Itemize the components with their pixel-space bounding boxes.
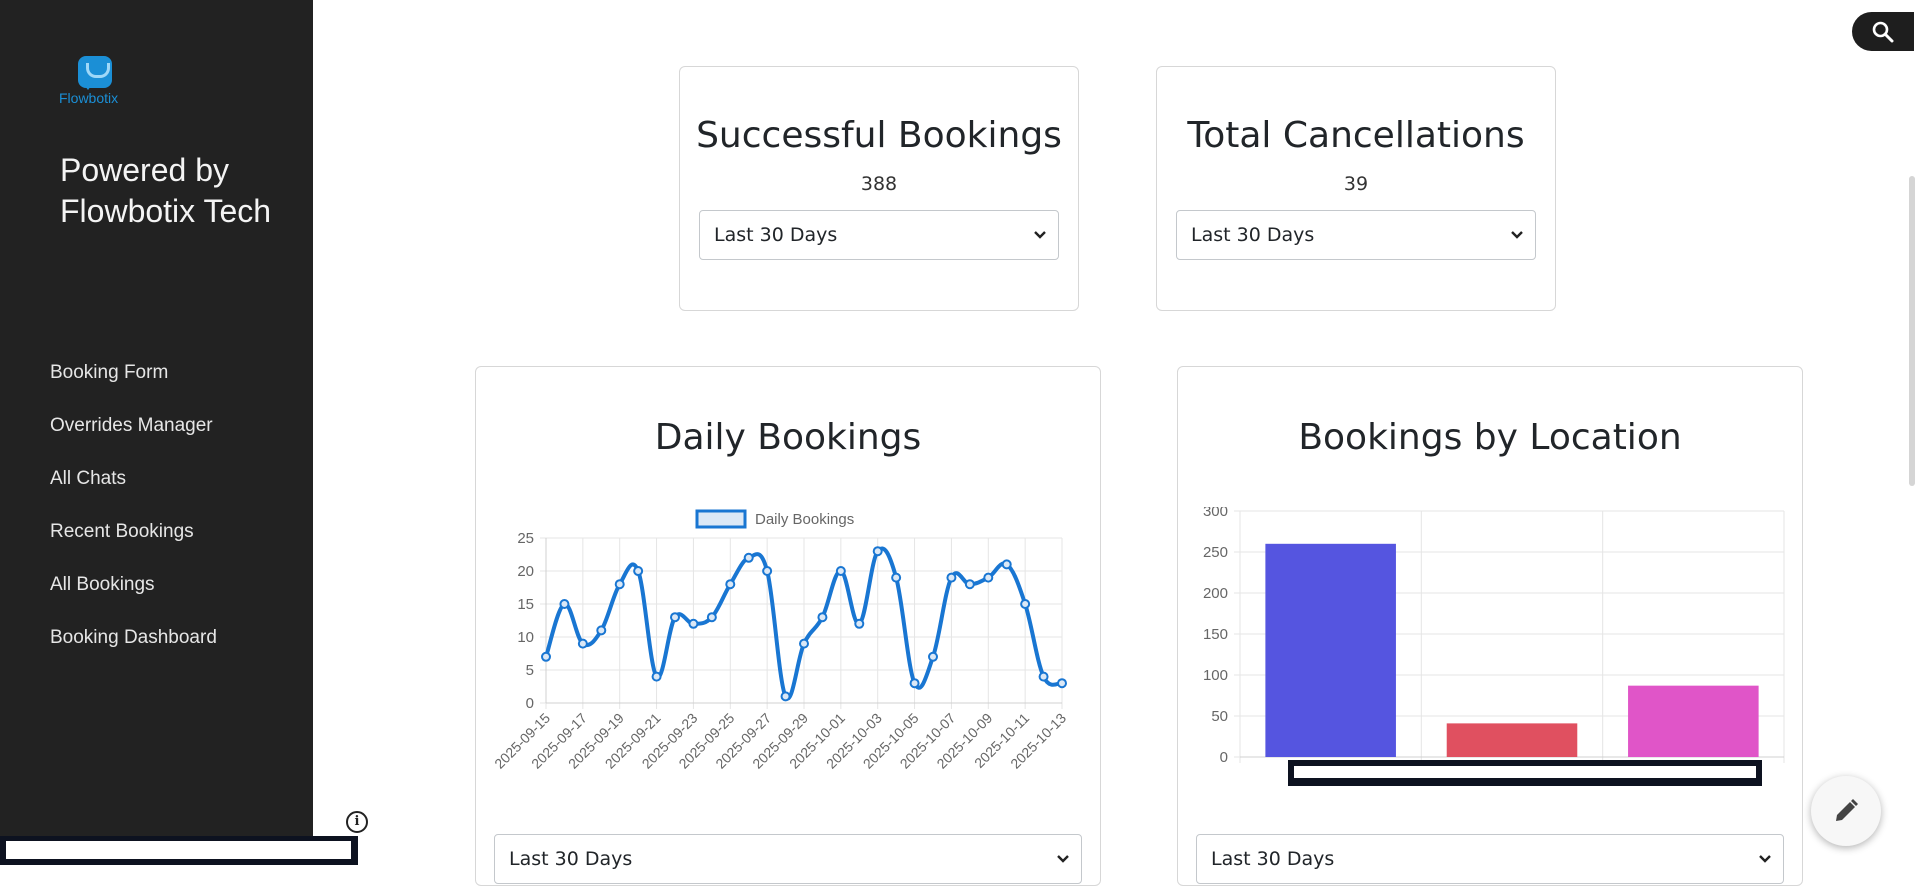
logo[interactable]: Flowbotix	[56, 52, 136, 108]
y-tick-label: 300	[1203, 507, 1228, 520]
total-cancellations-value: 39	[1343, 173, 1369, 195]
y-tick-label: 20	[517, 563, 534, 580]
data-point	[946, 572, 957, 583]
logo-text: Flowbotix	[59, 90, 119, 106]
sidebar-nav: Booking Form Overrides Manager All Chats…	[50, 362, 217, 680]
scrollbar-thumb[interactable]	[1909, 176, 1915, 486]
total-cancellations-title: Total Cancellations	[1187, 115, 1525, 156]
data-point	[577, 638, 588, 649]
sidebar-item-booking-form[interactable]: Booking Form	[50, 362, 169, 383]
y-tick-label: 10	[517, 629, 534, 646]
data-point	[1038, 671, 1049, 682]
pencil-icon	[1836, 799, 1858, 821]
data-point	[1057, 678, 1067, 689]
period-select-value: Last 30 Days	[1191, 224, 1315, 246]
data-point	[780, 691, 791, 702]
search-button[interactable]	[1852, 12, 1914, 51]
data-point	[964, 579, 975, 590]
y-tick-label: 15	[517, 596, 534, 613]
redacted-area	[1294, 766, 1756, 778]
bar	[1265, 543, 1396, 757]
chevron-down-icon	[1511, 231, 1523, 239]
redacted-area	[6, 841, 351, 859]
successful-bookings-period-select[interactable]: Last 30 Days	[699, 210, 1059, 260]
y-tick-label: 25	[517, 530, 534, 547]
daily-bookings-card: Daily Bookings Daily Bookings 0 5 10 15 20 25 2…	[475, 366, 1101, 886]
data-point	[596, 625, 607, 636]
y-tick-label: 200	[1203, 585, 1228, 602]
sidebar-item-all-chats[interactable]: All Chats	[50, 468, 127, 489]
chevron-down-icon	[1034, 231, 1046, 239]
data-point	[983, 572, 994, 583]
y-tick-label: 100	[1203, 667, 1228, 684]
bookings-by-location-period-select[interactable]: Last 30 Days	[1196, 834, 1784, 884]
successful-bookings-value: 388	[860, 173, 898, 195]
sidebar: Flowbotix Powered by Flowbotix Tech Book…	[0, 0, 313, 865]
successful-bookings-card: Successful Bookings 388 Last 30 Days	[679, 66, 1079, 311]
data-point	[909, 678, 920, 689]
sidebar-item-all-bookings[interactable]: All Bookings	[50, 574, 155, 595]
data-point	[1020, 599, 1031, 609]
data-point	[688, 618, 699, 629]
y-tick-label: 150	[1203, 626, 1228, 643]
daily-bookings-period-select[interactable]: Last 30 Days	[494, 834, 1082, 884]
data-point	[1001, 559, 1012, 570]
daily-bookings-title: Daily Bookings	[654, 417, 922, 458]
data-point	[854, 618, 865, 629]
sidebar-item-recent-bookings[interactable]: Recent Bookings	[50, 521, 194, 542]
y-tick-label: 5	[526, 662, 534, 679]
sidebar-bottom-bar	[0, 836, 358, 865]
data-point	[725, 579, 736, 590]
period-select-value: Last 30 Days	[714, 224, 838, 246]
data-point	[743, 552, 754, 563]
data-point	[541, 651, 551, 662]
data-point	[872, 546, 883, 557]
data-point	[651, 671, 662, 682]
y-tick-label: 250	[1203, 544, 1228, 561]
legend-swatch	[695, 509, 747, 529]
search-icon	[1872, 21, 1894, 43]
data-point	[799, 638, 809, 649]
chevron-down-icon	[1057, 855, 1069, 863]
bookings-by-location-chart: 0 50 100 150 200 250 300	[1203, 507, 1785, 786]
bar	[1446, 723, 1578, 757]
data-point	[633, 566, 644, 576]
y-tick-label: 0	[526, 695, 534, 712]
bar	[1628, 685, 1759, 757]
data-point	[762, 566, 773, 576]
period-select-value: Last 30 Days	[1211, 848, 1335, 870]
powered-by-text: Powered by Flowbotix Tech	[60, 152, 272, 229]
chat-bot-icon	[78, 56, 112, 90]
sidebar-item-overrides-manager[interactable]: Overrides Manager	[50, 415, 213, 436]
edit-button[interactable]	[1811, 776, 1881, 846]
y-tick-label: 50	[1211, 708, 1228, 725]
daily-bookings-chart: Daily Bookings05101520252025-09-152025-0…	[491, 509, 1069, 772]
successful-bookings-title: Successful Bookings	[696, 115, 1062, 156]
total-cancellations-card: Total Cancellations 39 Last 30 Days	[1156, 66, 1556, 311]
data-point	[670, 612, 680, 623]
data-point	[614, 579, 625, 590]
data-point	[835, 566, 846, 576]
bookings-by-location-title: Bookings by Location	[1298, 417, 1682, 458]
legend-label: Daily Bookings	[755, 511, 854, 528]
y-tick-label: 0	[1220, 749, 1228, 766]
data-point	[891, 572, 902, 583]
data-point	[928, 651, 938, 662]
sidebar-item-booking-dashboard[interactable]: Booking Dashboard	[50, 627, 217, 648]
period-select-value: Last 30 Days	[509, 848, 633, 870]
data-point	[559, 599, 570, 609]
total-cancellations-period-select[interactable]: Last 30 Days	[1176, 210, 1536, 260]
chevron-down-icon	[1759, 855, 1771, 863]
data-point	[817, 612, 828, 623]
data-point	[706, 612, 717, 623]
bookings-by-location-card: Bookings by Location 0 50 100 150 200 250 300 …	[1177, 366, 1803, 886]
info-icon[interactable]: i	[346, 811, 368, 833]
